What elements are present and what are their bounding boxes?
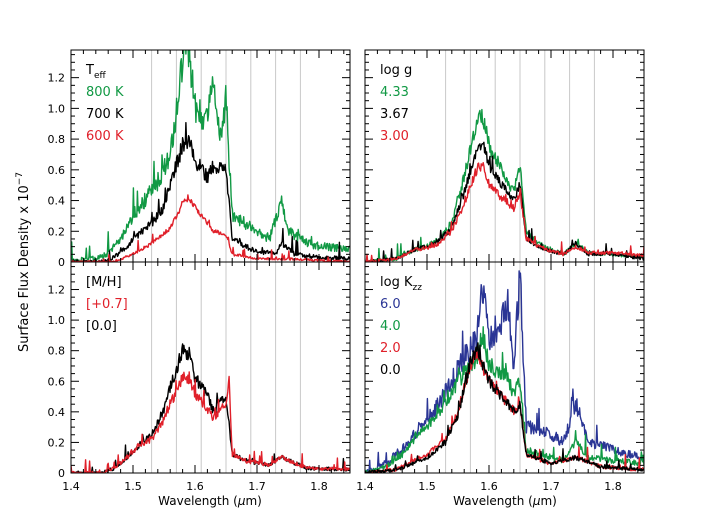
x-axis-label-left: Wavelength (μm) (158, 494, 262, 508)
panel-4: 1.4 1.5 1.6 1.7 1.8 log Kzz 6.0 4.0 2.0 0.0 (356, 261, 645, 493)
series-line-600k (71, 194, 350, 262)
y-tick-label: 0.2 (48, 225, 66, 238)
panel-frame (364, 261, 645, 474)
x-tick-label: 1.4 (356, 480, 374, 493)
y-tick-label: 0.2 (48, 436, 66, 449)
y-tick-label: 0.4 (48, 406, 66, 419)
x-tick-label: 1.8 (310, 480, 328, 493)
panel-frame (364, 49, 645, 263)
y-tick-label: 0.8 (48, 345, 66, 358)
series-line-300 (365, 162, 644, 262)
legend-title: log g (380, 63, 412, 78)
series-line-40 (365, 326, 644, 473)
series-line-00 (71, 343, 350, 473)
y-tick-label: 1.0 (48, 314, 66, 327)
x-tick-label: 1.5 (418, 480, 436, 493)
x-tick-label: 1.6 (480, 480, 498, 493)
legend-entry: 600 K (86, 129, 124, 144)
x-tick-label: 1.5 (124, 480, 142, 493)
x-tick-label: 1.6 (186, 480, 204, 493)
x-tick-label: 1.4 (62, 480, 80, 493)
y-tick-label: 0.8 (48, 133, 66, 146)
series-line-800k (71, 50, 350, 262)
legend-entry: 3.67 (380, 107, 409, 122)
x-tick-label: 1.7 (248, 480, 266, 493)
panel-frame (70, 261, 351, 474)
legend-entry: 4.0 (380, 319, 401, 334)
x-tick-label: 1.7 (542, 480, 560, 493)
y-tick-label: 0.6 (48, 164, 66, 177)
y-tick-label: 0.6 (48, 375, 66, 388)
legend-entry: 2.0 (380, 341, 401, 356)
y-tick-label: 0.4 (48, 195, 66, 208)
legend-entry: 3.00 (380, 129, 409, 144)
series-line-60 (365, 270, 644, 473)
panel-frame (70, 49, 351, 263)
legend-entry: 6.0 (380, 297, 401, 312)
y-tick-label: 0 (58, 256, 65, 269)
y-axis-label: Surface Flux Density x 10−7 (15, 172, 32, 352)
legend-title: log Kzz (380, 275, 422, 293)
y-tick-label: 0 (58, 467, 65, 480)
legend-entry: [0.0] (86, 319, 117, 334)
panel-3: 1.4 1.5 1.6 1.7 1.8 0 0.2 0.4 0.6 0.8 1.0 1.2 [M/H] [… (48, 261, 351, 493)
y-tick-label: 1.2 (48, 284, 66, 297)
series-line-700k (71, 122, 350, 262)
legend-entry: 700 K (86, 107, 124, 122)
series-line-07 (71, 371, 350, 473)
panel-1: 0 0.2 0.4 0.6 0.8 1.0 1.2 Teff 800 K 700 K 600 K (48, 49, 351, 269)
x-tick-label: 1.8 (604, 480, 622, 493)
legend-title: [M/H] (86, 275, 122, 290)
series-line-00 (365, 342, 644, 473)
legend-entry: 4.33 (380, 85, 409, 100)
y-tick-label: 1.0 (48, 102, 66, 115)
y-tick-label: 1.2 (48, 72, 66, 85)
x-axis-label-right: Wavelength (μm) (453, 494, 557, 508)
legend-entry: 800 K (86, 85, 124, 100)
legend-entry: [+0.7] (86, 297, 128, 312)
series-line-367 (365, 141, 644, 262)
legend-entry: 0.0 (380, 363, 401, 378)
legend-title: Teff (85, 63, 106, 81)
panel-2: log g 4.33 3.67 3.00 (364, 49, 645, 263)
